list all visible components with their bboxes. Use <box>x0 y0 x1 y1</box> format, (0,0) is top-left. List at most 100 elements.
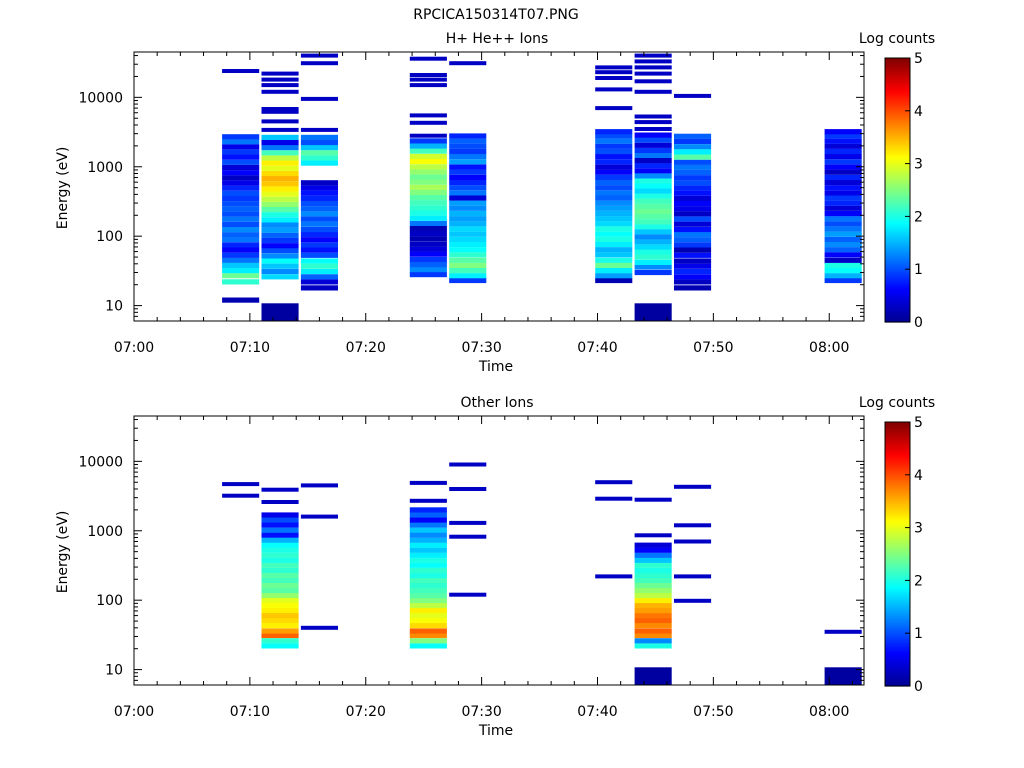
p2-colorbar-segment <box>885 452 910 456</box>
p1-col1-bin1 <box>261 274 299 280</box>
p2-col6-bin15 <box>634 572 672 578</box>
p1-colorbar-segment <box>885 117 910 121</box>
p2-colorbar-segment <box>885 518 910 522</box>
p2-colorbar-segment <box>885 433 910 436</box>
p1-colorbar-segment <box>885 209 910 213</box>
p2-col6-bin17 <box>634 562 672 568</box>
p2-colorbar-segment <box>885 589 910 592</box>
p2-col6-bin10 <box>634 597 672 604</box>
p1-col6-bin13 <box>634 208 672 215</box>
p1-xtick-label-4: 07:40 <box>577 340 617 356</box>
p1-col3-bin5 <box>409 246 447 252</box>
p2-colorbar-segment <box>885 521 910 524</box>
p1-col6-bin3 <box>634 259 672 265</box>
p2-colorbar-segment <box>885 569 910 573</box>
p2-col2-line0 <box>300 483 338 488</box>
p1-colorbar-segment <box>885 260 910 264</box>
p2-colorbar-segment <box>885 635 910 639</box>
p1-ytick-label-2: 1000 <box>87 160 123 176</box>
p2-colorbar-segment <box>885 483 910 487</box>
p2-colorbar-segment <box>885 587 910 590</box>
p1-col0-bin6 <box>222 252 260 258</box>
p2-col6-bin19 <box>634 552 672 558</box>
p2-col3-bin17 <box>409 557 447 563</box>
p2-colorbar-segment <box>885 584 910 588</box>
p1-col8-bin8 <box>824 236 862 242</box>
p1-col3-line6 <box>409 133 447 138</box>
p2-colorbar-segment <box>885 474 910 478</box>
p1-ytick-label-3: 10000 <box>78 90 123 106</box>
p1-col4-bin26 <box>449 143 487 149</box>
p1-col3-bin14 <box>409 200 447 206</box>
p2-colorbar-segment <box>885 435 910 438</box>
p1-col8-bin9 <box>824 231 862 237</box>
p1-col5-bin12 <box>595 216 633 222</box>
p1-colorbar-segment <box>885 95 910 99</box>
p2-colorbar-segment <box>885 525 910 529</box>
p2-colorbar-tick-label-0: 0 <box>914 679 923 695</box>
p1-colorbar-segment <box>885 190 910 193</box>
p1-colorbar-tick-label-5: 5 <box>914 51 923 67</box>
p1-col6-bin10 <box>634 224 672 230</box>
p2-col7-line4 <box>674 598 712 603</box>
p2-col3-bin21 <box>409 537 447 543</box>
p1-colorbar-segment <box>885 229 910 233</box>
p1-col4-bin24 <box>449 154 487 160</box>
p1-col3-line5 <box>409 120 447 125</box>
p1-col7-bin13 <box>674 216 712 222</box>
p1-col0-bin22 <box>222 170 260 176</box>
p1-col3-bin4 <box>409 251 447 257</box>
p2-colorbar-segment <box>885 540 910 544</box>
p2-col3-bin1 <box>409 638 447 644</box>
p1-col6-line3 <box>634 71 672 76</box>
p2-col3-bin9 <box>409 597 447 604</box>
p1-colorbar-segment <box>885 300 910 303</box>
p2-colorbar-segment <box>885 466 910 469</box>
p1-col1-bin24 <box>261 155 299 161</box>
p1-col4-bin11 <box>449 221 487 227</box>
p1-col1-bin3 <box>261 263 299 269</box>
p1-colorbar-segment <box>885 77 910 81</box>
p1-col7-bin2 <box>674 274 712 280</box>
p2-col3-bin18 <box>409 552 447 558</box>
p1-col7-bin16 <box>674 200 712 207</box>
p1-col7-bin4 <box>674 263 712 269</box>
p1-col0-bin10 <box>222 232 260 238</box>
p2-col3-bin16 <box>409 562 447 568</box>
p2-col3-bin6 <box>409 613 447 619</box>
p2-xtick-label-3: 07:30 <box>461 704 501 720</box>
p1-colorbar-segment <box>885 91 910 94</box>
p1-col3-bin21 <box>409 164 447 170</box>
p1-col8-bin17 <box>824 190 862 196</box>
p2-col1-bin21 <box>261 537 299 543</box>
p1-col6-bin26 <box>634 142 672 148</box>
p1-col6-bin15 <box>634 198 672 204</box>
p1-colorbar-segment <box>885 113 910 116</box>
p2-colorbar-segment <box>885 490 910 493</box>
p2-col1-bin9 <box>261 597 299 604</box>
p2-col1-bin13 <box>261 577 299 583</box>
p2-colorbar-segment <box>885 611 910 614</box>
p1-col6-bin23 <box>634 157 672 164</box>
p1-col5-bin6 <box>595 247 633 253</box>
p1-col0-bin0 <box>222 297 260 303</box>
p2-col3-bin12 <box>409 582 447 589</box>
p1-col7-bin27 <box>674 144 712 150</box>
p1-col8-bin20 <box>824 174 862 180</box>
p1-col7-bin26 <box>674 149 712 155</box>
p1-col8-bin22 <box>824 164 862 170</box>
p1-col3-bin2 <box>409 262 447 268</box>
p1-col2-bin3 <box>300 268 338 275</box>
p2-ytick-label-2: 1000 <box>87 524 123 540</box>
p1-colorbar-segment <box>885 86 910 90</box>
p2-colorbar-segment <box>885 580 910 584</box>
p1-col0-bin21 <box>222 175 260 181</box>
p1-colorbar-segment <box>885 214 910 217</box>
p2-col5-line2 <box>595 574 633 579</box>
p1-col8-bin15 <box>824 200 862 206</box>
p1-col2-bin17 <box>300 195 338 201</box>
p1-colorbar-segment <box>885 238 910 242</box>
p1-colorbar-segment <box>885 198 910 202</box>
p1-colorbar-segment <box>885 242 910 246</box>
p1-col7-bin8 <box>674 242 712 248</box>
